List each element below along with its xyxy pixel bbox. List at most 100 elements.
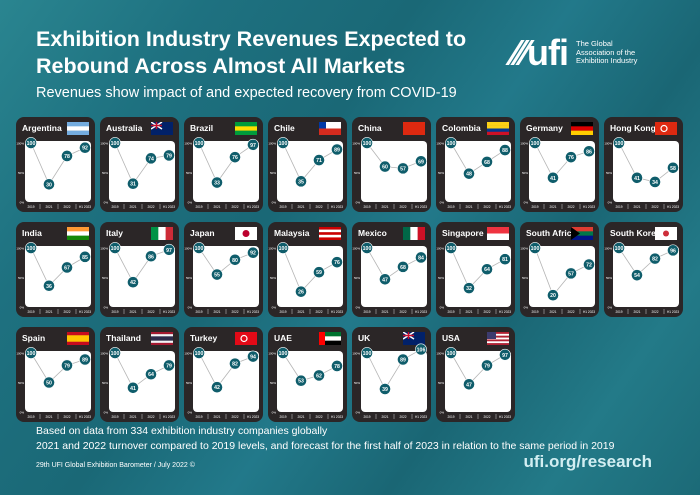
- y-tick-label: 100%: [352, 247, 360, 251]
- x-tick-label: H1 2023: [247, 310, 259, 314]
- y-tick-label: 0%: [20, 201, 25, 205]
- data-label: 47: [466, 382, 472, 388]
- data-label: 36: [46, 284, 52, 290]
- data-point: [613, 242, 625, 254]
- x-tick-label: H1 2023: [499, 205, 511, 209]
- y-tick-label: 0%: [356, 306, 361, 310]
- data-point: [499, 348, 511, 361]
- data-label: 69: [418, 159, 424, 165]
- data-label: 100: [447, 351, 456, 357]
- x-tick-label: 2022: [399, 310, 406, 314]
- data-label: 100: [111, 351, 120, 357]
- panel-title: Mexico: [358, 228, 387, 238]
- x-tick-label: H1 2023: [667, 205, 679, 209]
- x-tick-label: 2019: [27, 310, 34, 314]
- plot-area: [193, 246, 259, 307]
- panel-title: South Africa: [526, 228, 577, 238]
- plot-area: [277, 351, 343, 412]
- research-link[interactable]: ufi.org/research: [523, 452, 653, 471]
- series-line: [198, 142, 254, 184]
- y-tick-label: 0%: [524, 201, 529, 205]
- x-tick-label: 2022: [63, 415, 70, 419]
- flag-icon: [151, 332, 173, 345]
- y-tick-label: 100%: [352, 142, 360, 146]
- data-point: [247, 138, 259, 151]
- data-point: [445, 347, 457, 359]
- y-tick-label: 0%: [188, 201, 193, 205]
- data-label: 100: [363, 246, 372, 252]
- plot-area: [361, 351, 427, 412]
- y-tick-label: 100%: [16, 142, 24, 146]
- data-point: [145, 250, 157, 263]
- data-label: 92: [82, 146, 88, 152]
- chart-panel-singapore: Singapore 100% 50% 0% 2019 2021 2022 H1 2023 100…: [436, 222, 515, 317]
- x-tick-label: 2019: [27, 205, 34, 209]
- line-chart: 100% 50% 0%2019 2021 2022 H1 2023 100 47 79 97: [436, 347, 511, 419]
- flag-icon: [655, 227, 677, 240]
- data-point: [667, 161, 679, 174]
- data-point: [25, 242, 37, 254]
- y-tick-label: 100%: [100, 247, 108, 251]
- data-point: [415, 251, 427, 264]
- data-label: 76: [334, 260, 340, 266]
- chart-panel-germany: Germany 100% 50% 0% 2019 2021 2022 H1 2023 100 41…: [520, 117, 599, 212]
- x-tick-label: 2021: [297, 310, 304, 314]
- y-tick-label: 100%: [436, 142, 444, 146]
- data-point: [379, 273, 391, 286]
- data-label: 47: [382, 277, 388, 283]
- flag-icon: [319, 332, 341, 345]
- x-tick-label: 2021: [45, 310, 52, 314]
- y-tick-label: 0%: [104, 411, 109, 415]
- data-point: [565, 267, 577, 280]
- x-tick-label: 2019: [195, 310, 202, 314]
- data-point: [481, 155, 493, 168]
- data-label: 79: [166, 153, 172, 159]
- data-point: [463, 282, 475, 295]
- data-label: 96: [670, 248, 676, 254]
- chart-panel-australia: Australia 100% 50% 0% 2019 2021 2022 H1 2023 100…: [100, 117, 179, 212]
- chart-panel-mexico: Mexico 100% 50% 0% 2019 2021 2022 H1 2023 100 47 6…: [352, 222, 431, 317]
- x-tick-label: 2022: [231, 310, 238, 314]
- y-tick-label: 50%: [270, 381, 276, 385]
- y-tick-label: 100%: [604, 142, 612, 146]
- y-tick-label: 0%: [104, 201, 109, 205]
- data-point: [25, 347, 37, 359]
- data-label: 60: [382, 165, 388, 171]
- x-tick-label: H1 2023: [247, 205, 259, 209]
- series-line: [450, 142, 506, 175]
- y-tick-label: 0%: [608, 201, 613, 205]
- x-tick-label: 2022: [399, 205, 406, 209]
- data-label: 76: [568, 155, 574, 161]
- panel-title: Malaysia: [274, 228, 310, 238]
- data-point: [145, 152, 157, 165]
- data-label: 78: [334, 364, 340, 370]
- data-point: [43, 279, 55, 292]
- y-tick-label: 0%: [356, 201, 361, 205]
- y-tick-label: 0%: [608, 306, 613, 310]
- x-tick-label: 2021: [549, 205, 556, 209]
- flag-icon: [235, 332, 257, 345]
- chart-panel-usa: USA 100% 50% 0% 2019 2021 2022 H1 2023 100 47 79 97: [436, 327, 515, 422]
- y-tick-label: 100%: [520, 247, 528, 251]
- x-tick-label: H1 2023: [79, 415, 91, 419]
- x-tick-label: H1 2023: [331, 310, 343, 314]
- panel-title: Germany: [526, 123, 563, 133]
- data-point: [247, 350, 259, 363]
- y-tick-label: 0%: [104, 306, 109, 310]
- panel-title: Japan: [190, 228, 215, 238]
- data-point: [127, 381, 139, 394]
- data-point: [481, 263, 493, 276]
- x-tick-label: 2021: [213, 205, 220, 209]
- x-tick-label: 2019: [615, 310, 622, 314]
- plot-area: [193, 351, 259, 412]
- plot-area: [529, 141, 595, 202]
- data-label: 20: [550, 293, 556, 299]
- data-point: [229, 151, 241, 164]
- y-tick-label: 50%: [438, 171, 444, 175]
- data-point: [211, 381, 223, 394]
- data-label: 71: [316, 158, 322, 164]
- data-point: [277, 242, 289, 254]
- y-tick-label: 100%: [184, 247, 192, 251]
- data-point: [295, 175, 307, 188]
- series-line: [198, 352, 254, 388]
